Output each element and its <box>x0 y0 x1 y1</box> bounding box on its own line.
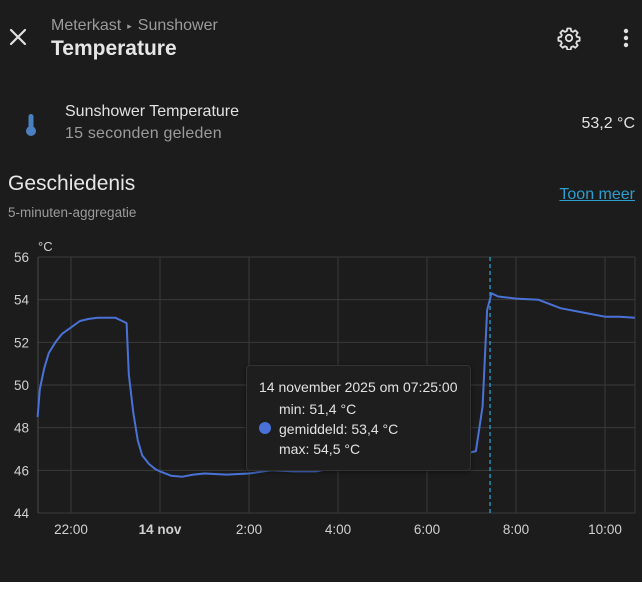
page-title: Temperature <box>51 37 177 60</box>
x-tick-label: 10:00 <box>588 522 622 537</box>
y-tick-label: 48 <box>14 421 29 436</box>
tooltip-max: max: 54,5 °C <box>279 441 361 457</box>
y-tick-label: 56 <box>14 250 29 265</box>
entity-state-value: 53,2 °C <box>581 115 635 132</box>
x-tick-label: 2:00 <box>236 522 262 537</box>
x-tick-label: 4:00 <box>325 522 351 537</box>
breadcrumb-separator: ▸ <box>127 20 132 31</box>
tooltip-mean: gemiddeld: 53,4 °C <box>279 421 399 437</box>
thermometer-icon <box>26 114 36 136</box>
temperature-line[interactable] <box>36 292 635 478</box>
entity-name: Sunshower Temperature <box>65 103 240 120</box>
y-tick-label: 50 <box>14 378 29 393</box>
more-vertical-icon[interactable] <box>616 26 636 50</box>
tooltip-timestamp: 14 november 2025 om 07:25:00 <box>259 379 458 395</box>
x-tick-label: 22:00 <box>54 522 88 537</box>
breadcrumb-device: Sunshower <box>137 17 218 34</box>
breadcrumb: Meterkast ▸ Sunshower <box>51 17 218 35</box>
y-tick-label: 52 <box>14 335 29 350</box>
breadcrumb-area: Meterkast <box>51 17 122 34</box>
y-tick-label: 46 <box>14 463 29 478</box>
close-icon[interactable] <box>8 27 28 47</box>
gear-icon[interactable] <box>557 26 581 50</box>
y-tick-label: 44 <box>14 506 30 521</box>
y-axis-unit: °C <box>38 239 53 254</box>
entity-last-changed: 15 seconden geleden <box>65 125 222 142</box>
history-title: Geschiedenis <box>8 172 136 195</box>
x-tick-label: 8:00 <box>503 522 529 537</box>
tooltip-min: min: 51,4 °C <box>279 401 357 417</box>
show-more-link[interactable]: Toon meer <box>559 186 635 203</box>
history-subtitle: 5-minuten-aggregatie <box>8 205 137 220</box>
y-tick-label: 54 <box>14 293 30 308</box>
x-tick-label: 14 nov <box>139 522 182 537</box>
chart-tooltip: 14 november 2025 om 07:25:00 min: 51,4 °… <box>246 365 471 471</box>
series-dot-icon <box>259 422 271 434</box>
x-tick-label: 6:00 <box>414 522 440 537</box>
